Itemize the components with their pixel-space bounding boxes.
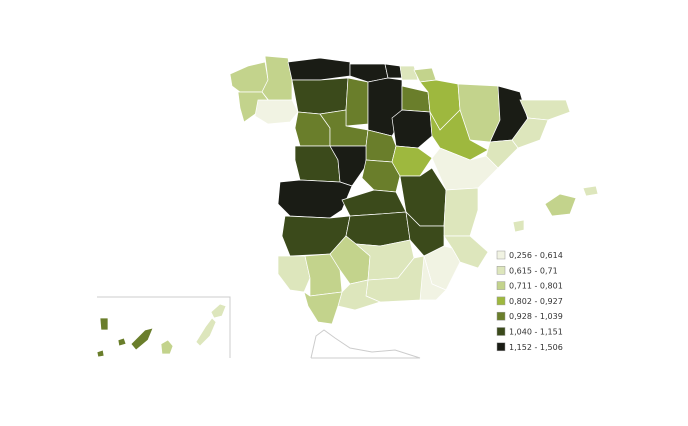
province — [511, 117, 549, 149]
legend-swatch — [496, 266, 506, 275]
legend-swatch — [496, 311, 506, 321]
province — [443, 187, 479, 237]
province — [117, 337, 127, 347]
legend-swatch — [496, 342, 506, 352]
legend-swatch — [496, 327, 506, 336]
province — [544, 193, 577, 217]
province — [210, 303, 227, 319]
legend-label: 1,152 - 1,506 — [509, 343, 563, 352]
province — [254, 99, 299, 125]
province — [337, 279, 381, 311]
province — [519, 99, 571, 121]
province — [291, 77, 349, 115]
legend-label: 0,928 - 1,039 — [509, 312, 563, 321]
africa-outline — [310, 329, 421, 359]
province — [96, 349, 105, 358]
province — [419, 255, 447, 301]
legend-label: 0,615 - 0,71 — [509, 266, 558, 275]
legend-swatch — [496, 250, 506, 260]
legend: 0,256 - 0,614 0,615 - 0,71 0,711 - 0,801 0,… — [496, 250, 563, 352]
province — [229, 61, 269, 93]
province — [345, 77, 369, 127]
legend-swatch — [496, 281, 506, 290]
legend-label: 0,256 - 0,614 — [509, 251, 563, 260]
province — [391, 145, 433, 177]
province — [512, 219, 525, 233]
province — [287, 57, 351, 81]
province — [582, 185, 599, 197]
province — [195, 317, 217, 347]
legend-label: 0,711 - 0,801 — [509, 282, 563, 291]
legend-label: 1,040 - 1,151 — [509, 328, 563, 337]
province — [303, 291, 343, 325]
province — [277, 255, 311, 293]
province — [345, 211, 411, 247]
province — [160, 339, 174, 355]
inset-frame — [97, 296, 231, 358]
province — [384, 63, 403, 79]
province — [130, 327, 154, 351]
legend-label: 0,802 - 0,927 — [509, 297, 563, 306]
province — [401, 85, 431, 113]
province — [99, 317, 109, 331]
province — [485, 139, 519, 169]
province — [399, 65, 419, 81]
legend-swatch — [496, 296, 506, 306]
province — [277, 179, 353, 219]
province — [391, 109, 433, 149]
province — [341, 189, 407, 217]
